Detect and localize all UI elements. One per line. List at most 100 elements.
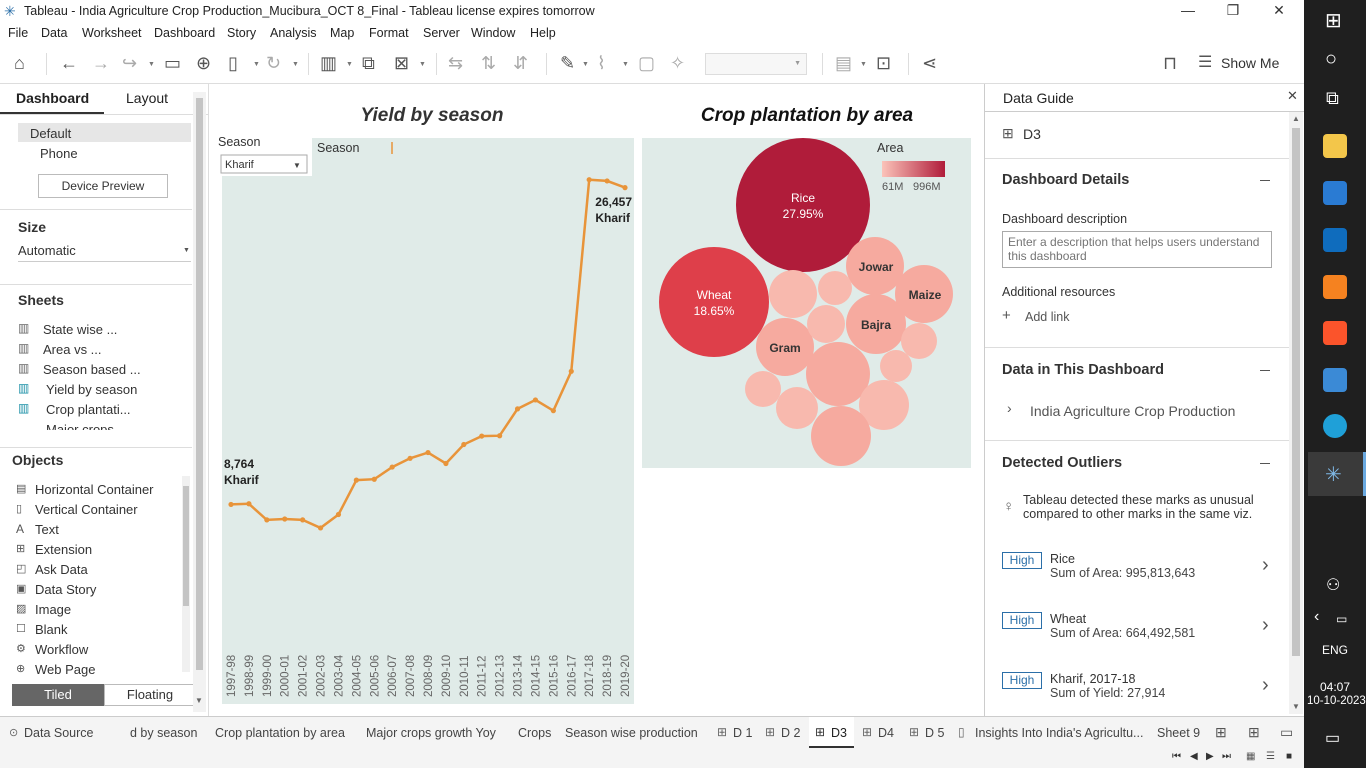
next-sheet-icon[interactable]: ▶ (1206, 751, 1214, 762)
scroll-down-icon[interactable]: ▼ (195, 696, 203, 705)
clock-time[interactable]: 04:07 (1320, 680, 1351, 694)
maximize-button[interactable]: ❐ (1226, 2, 1240, 18)
mail-icon[interactable] (1323, 228, 1347, 252)
tab-d5[interactable]: D 5 (925, 726, 945, 740)
object-item[interactable]: Text (35, 522, 59, 537)
home-icon[interactable]: ⌂ (14, 53, 25, 73)
scrollbar-thumb[interactable] (183, 486, 189, 606)
tiled-button[interactable]: Tiled (12, 684, 104, 706)
filmstrip-icon[interactable]: ▦ (1246, 751, 1256, 762)
menu-data[interactable]: Data (41, 26, 68, 40)
bubble-wheat[interactable] (659, 247, 769, 357)
yield-point[interactable] (317, 525, 324, 531)
new-worksheet-icon[interactable]: ⊞ (1215, 724, 1227, 740)
bubble[interactable] (880, 350, 912, 382)
yield-point[interactable] (371, 476, 377, 482)
chevron-down-icon[interactable]: ▼ (183, 247, 190, 254)
yield-point[interactable] (300, 517, 306, 523)
floating-button[interactable]: Floating (104, 684, 196, 706)
bubble-rice[interactable] (736, 138, 870, 272)
left-pane-scrollbar[interactable]: ▼ (193, 92, 206, 712)
device-preview-button[interactable]: Device Preview (38, 174, 168, 198)
tab-d2[interactable]: D 2 (781, 726, 801, 740)
collapse-icon[interactable] (1260, 463, 1270, 464)
edge-icon[interactable] (1323, 414, 1347, 438)
file-explorer-icon[interactable] (1323, 134, 1347, 158)
yield-point[interactable] (479, 433, 485, 439)
tab-d4[interactable]: D4 (878, 726, 894, 740)
menu-server[interactable]: Server (423, 26, 460, 40)
outlier-name[interactable]: Wheat (1050, 612, 1087, 626)
format-icon[interactable]: ⊓ (1163, 53, 1178, 73)
object-item[interactable]: Ask Data (35, 562, 88, 577)
tab-layout[interactable]: Layout (126, 90, 169, 106)
object-item[interactable]: Web Page (35, 662, 96, 677)
data-source-item[interactable]: India Agriculture Crop Production (1030, 403, 1236, 419)
show-cards-icon[interactable]: ▤ (835, 53, 853, 73)
minimize-button[interactable]: — (1181, 2, 1195, 18)
presentation-mode-icon[interactable]: ⊡ (876, 53, 892, 73)
sheet-item[interactable]: Yield by season (46, 382, 138, 397)
chevron-down-icon[interactable]: ▼ (293, 161, 301, 170)
teams-icon[interactable] (1323, 368, 1347, 392)
chevron-right-icon[interactable]: › (1007, 400, 1012, 416)
yield-point[interactable] (407, 455, 413, 461)
tab-sheet9[interactable]: Sheet 9 (1157, 726, 1201, 740)
bubble[interactable] (818, 271, 852, 305)
fit-dropdown[interactable]: ▼ (705, 53, 807, 75)
sheet-item[interactable]: Area vs ... (43, 342, 102, 357)
yield-chart-panel[interactable] (222, 138, 634, 704)
yield-point[interactable] (461, 441, 467, 448)
tab-crop-plantation[interactable]: Crop plantation by area (215, 726, 345, 740)
yield-point[interactable] (622, 185, 628, 191)
highlight-icon[interactable]: ✎ (560, 53, 576, 73)
object-item[interactable]: Data Story (35, 582, 97, 597)
sort-ascending-icon[interactable]: ⇅ (481, 53, 497, 73)
outlier-name[interactable]: Rice (1050, 552, 1076, 566)
scroll-down-icon[interactable]: ▼ (1292, 702, 1300, 711)
pause-updates-icon[interactable]: ▯ (228, 53, 238, 73)
data-guide-scrollbar[interactable]: ▲ ▼ (1289, 112, 1303, 714)
object-item[interactable]: Workflow (35, 642, 89, 657)
objects-scrollbar[interactable] (182, 476, 190, 672)
previous-sheet-icon[interactable]: ◀ (1190, 751, 1198, 762)
tab-dashboard[interactable]: Dashboard (16, 90, 90, 106)
menu-window[interactable]: Window (471, 26, 516, 40)
windows-start-icon[interactable]: ⊞ (1325, 10, 1342, 32)
scroll-up-icon[interactable]: ▲ (1292, 114, 1300, 123)
menu-analysis[interactable]: Analysis (270, 26, 317, 40)
bubble[interactable] (859, 380, 909, 430)
language-indicator[interactable]: ENG (1322, 643, 1349, 657)
pin-icon[interactable]: ✧ (670, 53, 686, 73)
bubble[interactable] (745, 371, 781, 407)
device-default[interactable] (18, 123, 191, 142)
chevron-down-icon[interactable]: ▼ (860, 61, 867, 68)
search-icon[interactable]: ○ (1325, 48, 1338, 70)
yield-point[interactable] (532, 397, 539, 403)
chevron-down-icon[interactable]: ▼ (622, 61, 629, 68)
sort-descending-icon[interactable]: ⇵ (513, 53, 529, 73)
dashboard-description-field[interactable] (1002, 231, 1272, 268)
new-worksheet-icon[interactable]: ▥ (320, 53, 338, 73)
tab-major-crops-growth[interactable]: Major crops growth Yoy (366, 726, 496, 740)
bubble-gram[interactable] (756, 318, 814, 376)
bubble[interactable] (806, 342, 870, 406)
sheet-item[interactable]: State wise ... (43, 322, 118, 337)
bubble[interactable] (769, 270, 817, 318)
yield-point[interactable] (586, 177, 592, 183)
refresh-icon[interactable]: ↻ (266, 53, 282, 73)
group-icon[interactable]: ⌇ (597, 53, 606, 73)
new-data-source-icon[interactable]: ⊕ (196, 53, 212, 73)
yield-point[interactable] (550, 408, 556, 414)
microsoft-store-icon[interactable] (1323, 181, 1347, 205)
tabs-view-icon[interactable]: ☰ (1266, 751, 1275, 762)
collapse-icon[interactable] (1260, 370, 1270, 371)
menu-map[interactable]: Map (330, 26, 355, 40)
tab-data-source[interactable]: Data Source (24, 726, 94, 740)
object-item[interactable]: Blank (35, 622, 68, 637)
yield-point[interactable] (604, 178, 610, 184)
sheet-item[interactable]: Crop plantati... (46, 402, 131, 417)
grid-view-icon[interactable]: ■ (1286, 751, 1293, 762)
replay-icon[interactable]: ↪ (122, 53, 138, 73)
bubble[interactable] (807, 305, 845, 343)
